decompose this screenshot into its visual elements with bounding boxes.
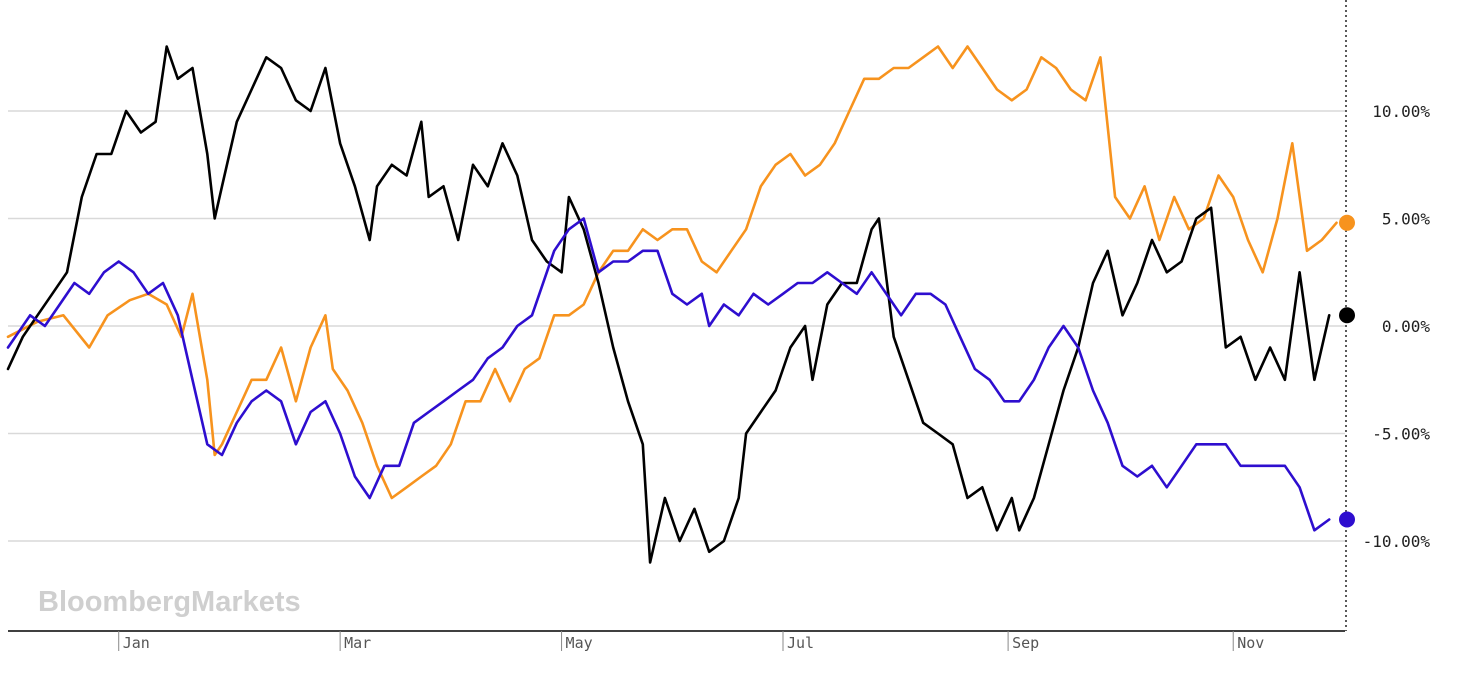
y-tick-label: 5.00%	[1382, 210, 1431, 229]
series-line-3	[6, 217, 1331, 532]
y-tick-label: 0.00%	[1382, 317, 1431, 336]
series-lines	[6, 45, 1338, 564]
y-tick-label: -10.00%	[1363, 532, 1431, 551]
series-endpoint-2	[1339, 307, 1355, 324]
series-endpoint-3	[1339, 511, 1355, 528]
x-tick-label: Nov	[1237, 634, 1264, 652]
y-tick-label: -5.00%	[1372, 425, 1430, 444]
series-endpoint-1	[1339, 214, 1355, 231]
x-axis: Jan Mar May Jul Sep Nov	[8, 0, 1347, 652]
series-endpoints	[1339, 214, 1355, 528]
watermark-logo: BloombergMarkets	[38, 586, 301, 618]
x-tick-label: Jan	[123, 634, 150, 652]
x-tick-label: Jul	[787, 634, 814, 652]
y-axis-labels: 10.00% 5.00% 0.00% -5.00% -10.00%	[1363, 102, 1431, 551]
x-tick-label: Sep	[1012, 634, 1039, 652]
series-line-1	[6, 45, 1338, 500]
x-tick-label: Mar	[344, 634, 371, 652]
x-tick-label: May	[566, 634, 593, 652]
y-tick-label: 10.00%	[1372, 102, 1430, 121]
series-line-2	[6, 45, 1331, 564]
